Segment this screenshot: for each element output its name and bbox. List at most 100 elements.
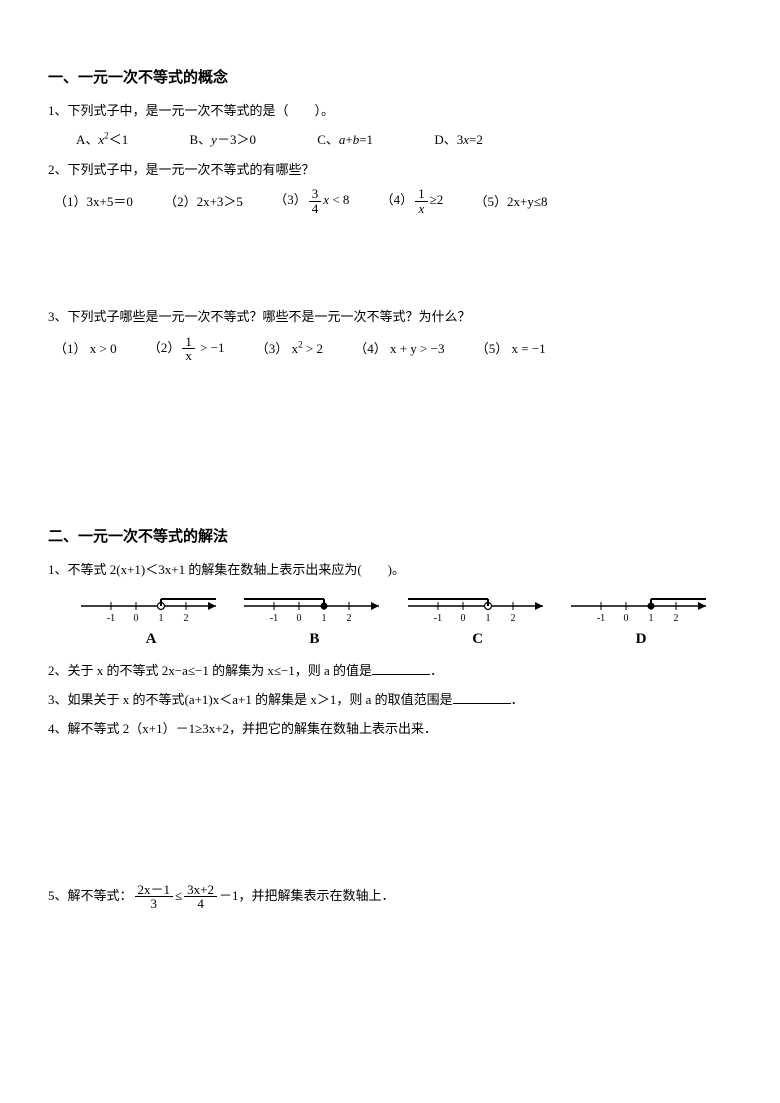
s2-q5-f1: 2x－13	[135, 883, 174, 911]
o3b-pre: （3）	[256, 341, 289, 356]
s2-q2-pre: 2、关于 x 的不等式 2x−a≤−1 的解集为 x≤−1，则 a 的值是	[48, 663, 372, 678]
nl-a-label: A	[76, 626, 226, 653]
section2-title: 二、一元一次不等式的解法	[48, 523, 732, 550]
o4-pre: （4）	[381, 192, 414, 207]
svg-text:1: 1	[648, 613, 653, 624]
s2-q3: 3、如果关于 x 的不等式(a+1)x＜a+1 的解集是 x＞1，则 a 的取值…	[48, 688, 732, 711]
s1-q1-opt-d: D、3x=2	[434, 128, 483, 151]
s1-q3-o4: （4） x + y > −3	[354, 337, 444, 360]
section1-title: 一、一元一次不等式的概念	[48, 64, 732, 91]
q5-f1-num: 2x－1	[135, 883, 174, 898]
s1-q1-stem: 1、下列式子中，是一元一次不等式的是（ ）。	[48, 99, 732, 122]
o5b-pre: （5）	[476, 341, 509, 356]
s1-q2-o4: （4）1x≥2	[381, 187, 444, 215]
s2-q3-pre: 3、如果关于 x 的不等式(a+1)x＜a+1 的解集是 x＞1，则 a 的取值…	[48, 692, 453, 707]
svg-text:-1: -1	[107, 613, 115, 624]
o2-post: > −1	[197, 340, 225, 355]
o3-post: < 8	[329, 192, 349, 207]
o3-num: 3	[309, 187, 322, 202]
s2-q1-stem: 1、不等式 2(x+1)＜3x+1 的解集在数轴上表示出来应为( )。	[48, 558, 732, 581]
o4-den-var: x	[418, 201, 424, 216]
svg-text:-1: -1	[597, 613, 605, 624]
q5-f2-den: 4	[184, 897, 217, 911]
opt-b-rest: －3＞0	[217, 132, 256, 147]
o3b-post: > 2	[303, 341, 323, 356]
s1-q1-opt-c: C、a+b=1	[317, 128, 373, 151]
svg-text:1: 1	[322, 613, 327, 624]
svg-text:-1: -1	[433, 613, 441, 624]
o4-num: 1	[415, 187, 428, 202]
s1-q1-opt-b: B、y－3＞0	[189, 128, 255, 151]
number-line-d-svg: -1 0 1 2	[566, 594, 716, 624]
s1-q2-o2: （2）2x+3＞5	[164, 190, 243, 213]
o2-frac: 1x	[182, 335, 195, 363]
o4-frac: 1x	[415, 187, 428, 215]
s1-q2-o3: （3）34x < 8	[274, 187, 349, 215]
o5b-expr: x = −1	[511, 341, 545, 356]
s1-q3-o2: （2）1x > −1	[148, 335, 225, 363]
number-line-b-svg: -1 0 1 2	[239, 594, 389, 624]
o4-post: ≥2	[430, 192, 444, 207]
s1-q3-o5: （5） x = −1	[476, 337, 546, 360]
o2-den: x	[182, 349, 195, 363]
s2-q5-mid: ≤	[175, 888, 182, 903]
nl-b-label: B	[239, 626, 389, 653]
nl-a: -1 0 1 2 A	[76, 594, 226, 653]
s2-q5-post: －1，并把解集表示在数轴上．	[219, 888, 395, 903]
o3-pre: （3）	[274, 192, 307, 207]
s2-q5-f2: 3x+24	[184, 883, 217, 911]
s1-q3-options: （1） x > 0 （2）1x > −1 （3） x2 > 2 （4） x + …	[54, 335, 732, 363]
svg-text:2: 2	[673, 613, 678, 624]
opt-a-post: ＜1	[109, 132, 129, 147]
s2-q4: 4、解不等式 2（x+1）－1≥3x+2，并把它的解集在数轴上表示出来．	[48, 717, 732, 740]
opt-d-label: D、3	[434, 132, 463, 147]
number-line-row: -1 0 1 2 A -1 0 1 2 B	[76, 594, 716, 653]
s1-q2-o1: （1）3x+5＝0	[54, 190, 133, 213]
nl-d-label: D	[566, 626, 716, 653]
s1-q2-stem: 2、下列式子中，是一元一次不等式的有哪些？	[48, 158, 732, 181]
s1-q3-o3: （3） x2 > 2	[256, 337, 323, 360]
svg-text:0: 0	[297, 613, 302, 624]
o4b-pre: （4）	[354, 341, 387, 356]
opt-c-label: C、	[317, 132, 339, 147]
svg-text:2: 2	[184, 613, 189, 624]
opt-c-eq: =1	[359, 132, 373, 147]
s2-q5-pre: 5、解不等式：	[48, 888, 133, 903]
s2-q5: 5、解不等式：2x－13≤3x+24－1，并把解集表示在数轴上．	[48, 883, 732, 911]
o1-pre: （1）	[54, 341, 87, 356]
o3-den: 4	[309, 202, 322, 216]
svg-text:-1: -1	[270, 613, 278, 624]
svg-text:1: 1	[485, 613, 490, 624]
s2-q2-blank	[372, 661, 430, 675]
nl-b: -1 0 1 2 B	[239, 594, 389, 653]
o3-frac: 34	[309, 187, 322, 215]
s1-q1-options: A、x2＜1 B、y－3＞0 C、a+b=1 D、3x=2	[76, 128, 732, 151]
s1-q2-o5: （5）2x+y≤8	[474, 190, 547, 213]
nl-c: -1 0 1 2 C	[403, 594, 553, 653]
s2-q3-post: ．	[511, 692, 524, 707]
opt-c-plus: +	[345, 132, 352, 147]
q5-f1-den: 3	[135, 897, 174, 911]
nl-c-label: C	[403, 626, 553, 653]
o4b-expr: x + y > −3	[390, 341, 445, 356]
o2-num: 1	[182, 335, 195, 350]
s2-q2: 2、关于 x 的不等式 2x−a≤−1 的解集为 x≤−1，则 a 的值是 ．	[48, 659, 732, 682]
s2-q3-blank	[453, 690, 511, 704]
svg-text:2: 2	[347, 613, 352, 624]
number-line-a-svg: -1 0 1 2	[76, 594, 226, 624]
s1-q2-options: （1）3x+5＝0 （2）2x+3＞5 （3）34x < 8 （4）1x≥2 （…	[54, 187, 732, 215]
nl-d: -1 0 1 2 D	[566, 594, 716, 653]
s1-q1-opt-a: A、x2＜1	[76, 128, 128, 151]
svg-text:2: 2	[510, 613, 515, 624]
q5-f2-num: 3x+2	[184, 883, 217, 898]
o4-den: x	[415, 202, 428, 216]
o2-pre: （2）	[148, 340, 181, 355]
svg-text:0: 0	[460, 613, 465, 624]
svg-text:0: 0	[134, 613, 139, 624]
opt-a-label: A、	[76, 132, 98, 147]
s1-q3-stem: 3、下列式子哪些是一元一次不等式？哪些不是一元一次不等式？为什么？	[48, 305, 732, 328]
svg-text:0: 0	[623, 613, 628, 624]
s2-q2-post: ．	[430, 663, 443, 678]
s1-q3-o1: （1） x > 0	[54, 337, 117, 360]
o1-expr: x > 0	[90, 341, 117, 356]
